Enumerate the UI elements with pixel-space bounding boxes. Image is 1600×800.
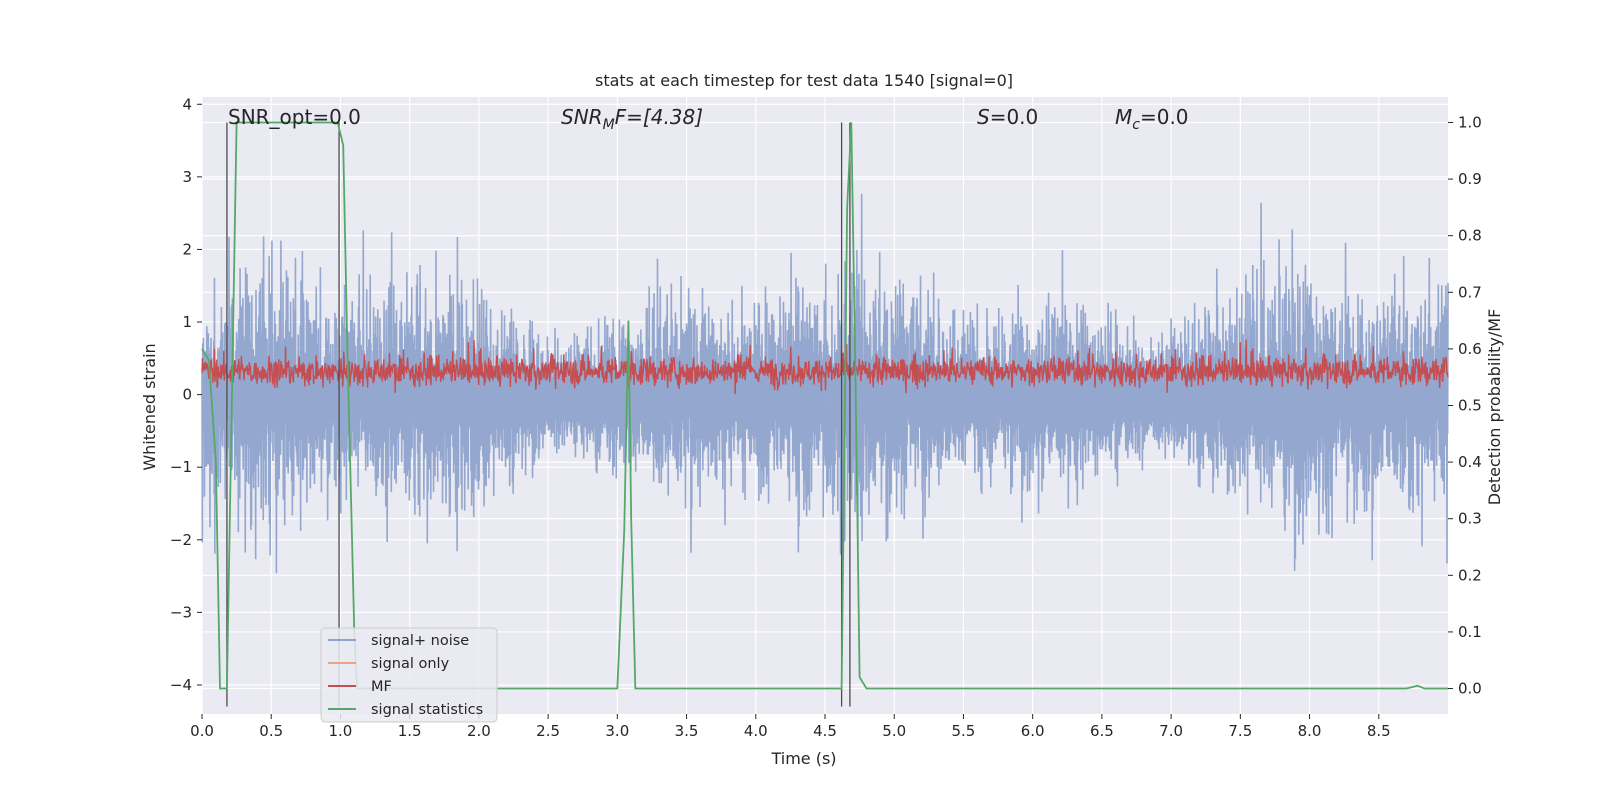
annotation-mc-rest: =0.0: [1140, 105, 1189, 129]
y-right-tick-label-9: 0.1: [1458, 623, 1482, 641]
x-tick-label-12: 6.0: [1021, 722, 1045, 740]
chart-title: stats at each timestep for test data 154…: [595, 71, 1013, 90]
annotation-mc-sub: c: [1132, 117, 1140, 133]
signal-statistics-line: [201, 121, 1448, 690]
legend-entry-mf: MF: [371, 679, 392, 695]
x-tick-label-8: 4.0: [744, 722, 768, 740]
y-right-tick-label-7: 0.3: [1458, 510, 1482, 528]
y-axis-label-left: Whitened strain: [140, 343, 159, 470]
annotation-mc-base: M: [1115, 105, 1132, 129]
x-tick-label-2: 1.0: [329, 722, 353, 740]
x-axis-label: Time (s): [770, 749, 836, 768]
annotation-snr-mf: SNRMF=[4.38]: [561, 105, 703, 133]
x-tick-label-13: 6.5: [1090, 722, 1114, 740]
y-right-tick-label-6: 0.4: [1458, 453, 1482, 471]
y-right-tick-label-0: 1.0: [1458, 113, 1482, 131]
x-tick-label-1: 0.5: [259, 722, 283, 740]
y-right-tick-label-2: 0.8: [1458, 227, 1482, 245]
mf-series: [201, 340, 1449, 395]
x-tick-label-3: 1.5: [398, 722, 422, 740]
x-tick-label-15: 7.5: [1228, 722, 1252, 740]
x-tick-label-14: 7.0: [1159, 722, 1183, 740]
annotation-snr-mf-base: SNR: [561, 105, 603, 129]
mf-line: [201, 340, 1449, 395]
annotation-snr-mf-rest: F=[4.38]: [615, 105, 703, 129]
y-right-tick-label-10: 0.0: [1458, 680, 1482, 698]
vertical-markers: [226, 122, 851, 707]
y-axis-label-right: Detection probability/MF: [1485, 309, 1504, 506]
signal-statistics-series: [201, 121, 1448, 690]
annotation-s: S=0.0: [977, 105, 1038, 129]
y-left-tick-label-2: 2: [182, 240, 192, 258]
annotation-s-label: S: [977, 105, 990, 129]
annotation-snr-opt: SNR_opt=0.0: [228, 105, 361, 129]
y-left-tick-label-3: 1: [182, 313, 192, 331]
annotations: SNR_opt=0.0 SNRMF=[4.38] S=0.0 Mc=0.0: [228, 105, 1189, 133]
legend-entry-signal-statistics: signal statistics: [371, 702, 483, 718]
y-right-tick-label-8: 0.2: [1458, 566, 1482, 584]
x-tick-label-9: 4.5: [813, 722, 837, 740]
x-tick-label-10: 5.0: [882, 722, 906, 740]
y-right-tick-label-4: 0.6: [1458, 340, 1482, 358]
y-left-tick-label-1: 3: [182, 168, 192, 186]
y-left-tick-label-0: 4: [182, 95, 192, 113]
y-left-tick-label-5: −1: [170, 458, 192, 476]
x-tick-label-7: 3.5: [675, 722, 699, 740]
annotation-snr-mf-sub: M: [603, 117, 615, 133]
x-tick-label-4: 2.0: [467, 722, 491, 740]
y-right-tick-label-3: 0.7: [1458, 283, 1482, 301]
ticks: 0.0 0.5 1.0 1.5 2.0 2.5 3.0 3.5 4.0 4.5 5.0 5.5 6.0 6…: [170, 95, 1482, 740]
annotation-mc: Mc=0.0: [1115, 105, 1189, 133]
x-tick-label-17: 8.5: [1367, 722, 1391, 740]
y-left-tick-label-7: −3: [170, 603, 192, 621]
x-tick-label-11: 5.5: [952, 722, 976, 740]
y-left-tick-label-4: 0: [182, 386, 192, 404]
y-right-tick-label-5: 0.5: [1458, 397, 1482, 415]
y-right-tick-label-1: 0.9: [1458, 170, 1482, 188]
y-left-tick-label-6: −2: [170, 531, 192, 549]
x-tick-label-0: 0.0: [190, 722, 214, 740]
y-left-tick-label-8: −4: [170, 676, 192, 694]
x-tick-label-16: 8.0: [1298, 722, 1322, 740]
x-tick-label-6: 3.0: [605, 722, 629, 740]
legend-entry-signal-plus-noise: signal+ noise: [371, 633, 469, 649]
x-tick-label-5: 2.5: [536, 722, 560, 740]
legend-entry-signal-only: signal only: [371, 656, 450, 672]
legend: signal+ noise signal only MF signal stat…: [320, 627, 498, 723]
annotation-s-rest: =0.0: [990, 105, 1039, 129]
